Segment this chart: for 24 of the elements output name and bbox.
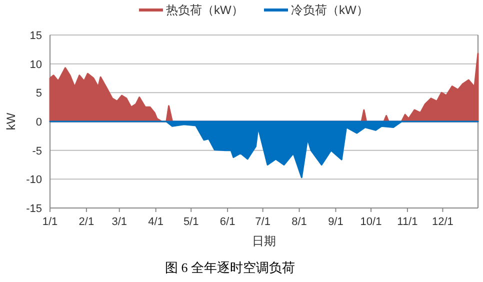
y-tick-label: 15: [30, 30, 42, 42]
x-tick-label: 2/1: [78, 216, 94, 228]
x-tick-label: 10/1: [360, 216, 382, 228]
x-tick-label: 11/1: [397, 216, 418, 228]
y-tick-label: -10: [26, 174, 42, 186]
x-tick-label: 6/1: [220, 216, 236, 228]
x-tick-label: 9/1: [328, 216, 344, 228]
y-axis-title: kW: [4, 112, 18, 130]
x-tick-label: 5/1: [183, 216, 199, 228]
x-tick-label: 1/1: [42, 216, 58, 228]
x-tick-label: 3/1: [112, 216, 128, 228]
x-tick-label: 8/1: [292, 216, 307, 228]
y-tick-label: 5: [36, 88, 42, 100]
x-axis-title: 日期: [252, 234, 276, 248]
x-tick-label: 7/1: [255, 216, 270, 228]
legend-label: 冷负荷（kW）: [291, 3, 368, 17]
y-tick-label: -15: [26, 203, 42, 215]
x-tick-label: 12/1: [432, 216, 454, 228]
x-tick-label: 4/1: [148, 216, 164, 228]
y-tick-label: -5: [32, 145, 42, 158]
legend-label: 热负荷（kW）: [166, 3, 244, 17]
caption: 图 6 全年逐时空调负荷: [165, 260, 295, 275]
y-tick-label: 10: [30, 58, 42, 71]
y-tick-label: 0: [36, 116, 42, 128]
